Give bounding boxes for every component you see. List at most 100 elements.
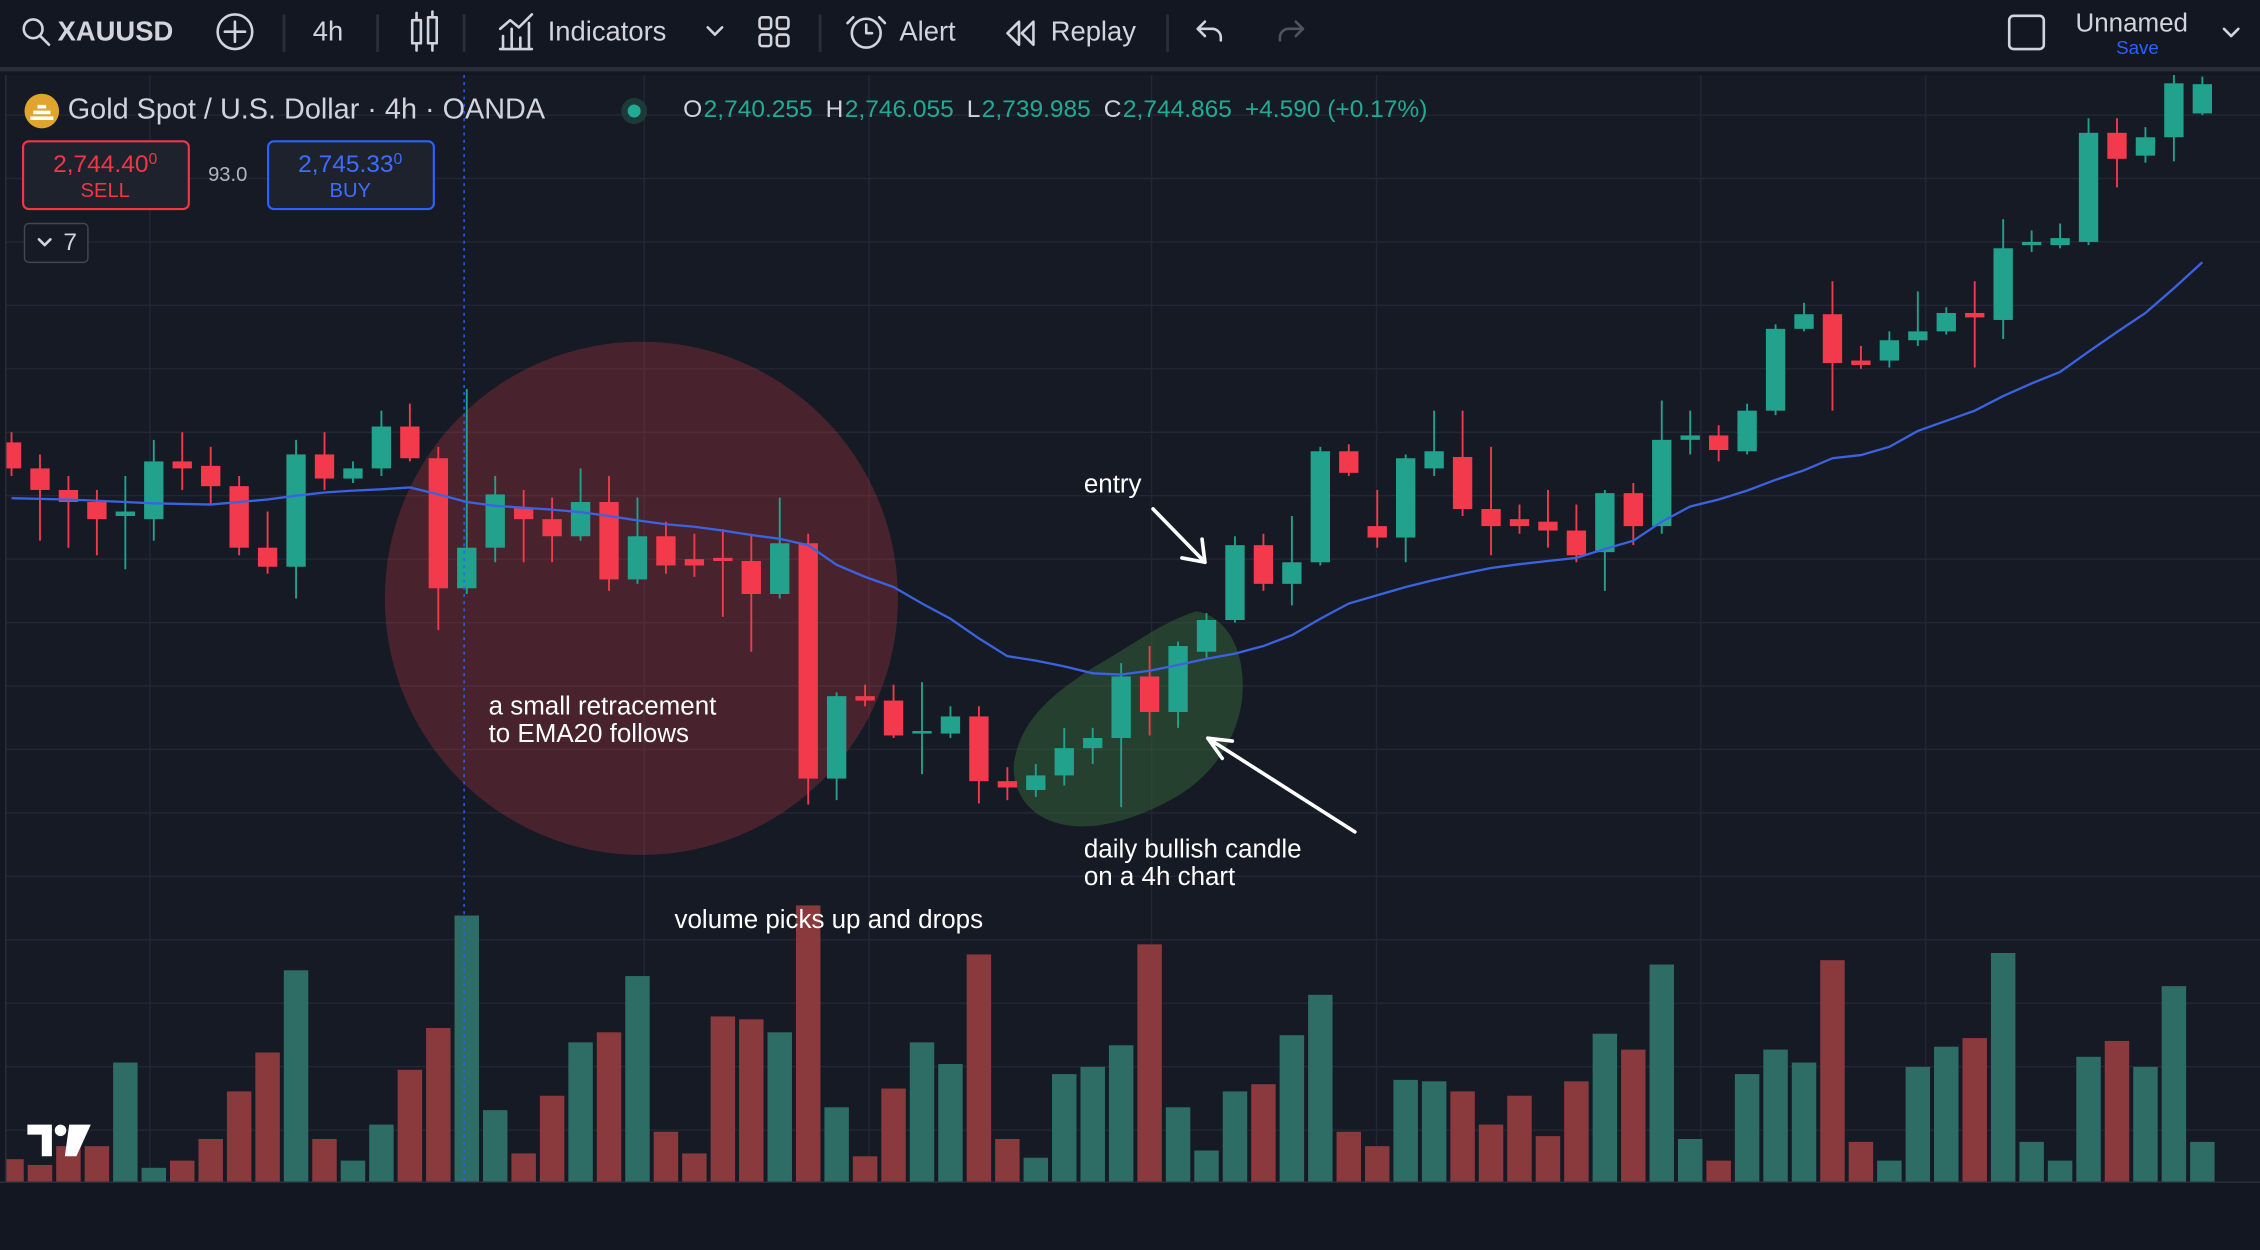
- candle-body: [1652, 439, 1672, 527]
- logo-part: [27, 1124, 52, 1157]
- volume-bar: [1564, 1081, 1589, 1183]
- candle-body: [826, 696, 847, 779]
- candle-body: [1225, 545, 1245, 621]
- candle-body: [855, 696, 875, 701]
- volume-bar: [1535, 1136, 1561, 1183]
- candle-body: [1879, 340, 1900, 361]
- toolbar: XAUUSD 4h Indicators Aler: [0, 0, 2260, 72]
- volume-bar: [1791, 1062, 1817, 1183]
- volume-bar: [482, 1110, 508, 1183]
- candle-body: [1765, 328, 1786, 411]
- ohlc-values: O2,740.255 H2,746.055 L2,739.985 C2,744.865…: [683, 96, 1427, 123]
- volume-bar: [226, 1091, 252, 1183]
- sell-button[interactable]: 2,744.400 SELL: [21, 140, 190, 211]
- bullish-arrow: [1206, 736, 1357, 834]
- volume-bar: [539, 1095, 565, 1183]
- candle-body: [656, 536, 676, 566]
- symbol-search[interactable]: XAUUSD: [22, 15, 173, 46]
- interval-button[interactable]: 4h: [313, 15, 343, 46]
- annotation-bullish: on a 4h chart: [1084, 863, 1236, 891]
- alert-icon: [846, 16, 887, 35]
- volume-bar: [682, 1153, 707, 1183]
- volume-pane: [5, 905, 2215, 1183]
- candle-body: [1509, 519, 1530, 527]
- candle-body: [2050, 238, 2070, 246]
- candle-body: [1196, 620, 1217, 652]
- volume-bar: [2019, 1141, 2044, 1183]
- candle-body: [2135, 137, 2156, 156]
- volume-bar: [1848, 1141, 1874, 1183]
- candle-body: [741, 561, 761, 595]
- volume-bar: [312, 1138, 337, 1183]
- ohlc-value: 2,744.865: [1123, 96, 1232, 123]
- candle-body: [314, 454, 335, 479]
- volume-bar: [767, 1032, 792, 1183]
- candle-body: [940, 716, 961, 734]
- volume-bar: [739, 1019, 764, 1183]
- indicators-toggle[interactable]: 7: [23, 222, 89, 264]
- volume-bar: [710, 1016, 736, 1183]
- volume-bar: [170, 1160, 195, 1183]
- candle-body: [2192, 84, 2213, 114]
- ohlc-value: 2,739.985: [982, 96, 1091, 123]
- alert-button[interactable]: Alert: [846, 15, 957, 49]
- indicator-count: 7: [63, 229, 77, 256]
- layout-button[interactable]: [758, 16, 790, 48]
- search-icon: [39, 34, 51, 46]
- layout-dropdown[interactable]: [2222, 27, 2240, 38]
- candle-body: [144, 461, 164, 520]
- undo-button[interactable]: [1196, 20, 1223, 42]
- candle-body: [1851, 360, 1871, 365]
- volume-bar: [995, 1138, 1020, 1183]
- replay-button[interactable]: Replay: [1006, 15, 1136, 46]
- legend: Gold Spot / U.S. Dollar · 4h · OANDA O2,…: [21, 94, 1427, 264]
- logo: [27, 1124, 91, 1157]
- layout-toggle[interactable]: [2007, 14, 2046, 51]
- ohlc-value: 2,740.255: [704, 96, 813, 123]
- candle-body: [1339, 451, 1359, 473]
- candle-body: [798, 543, 818, 779]
- candle-body: [1965, 312, 1985, 318]
- sell-price-pip: 0: [148, 151, 157, 168]
- volume-bar: [113, 1062, 138, 1183]
- templates-dropdown[interactable]: [706, 26, 724, 36]
- layout-name[interactable]: Unnamed Save: [2076, 9, 2188, 58]
- indicators-button[interactable]: Indicators: [498, 13, 666, 51]
- volume-bar: [340, 1160, 366, 1183]
- candle-body: [1396, 458, 1416, 538]
- volume-bar: [369, 1124, 394, 1183]
- volume-bar: [1108, 1045, 1134, 1183]
- compare-button[interactable]: [216, 13, 254, 51]
- annotation-volume: volume picks up and drops: [675, 906, 984, 934]
- volume-bar: [1336, 1131, 1362, 1183]
- save-label: Save: [2116, 37, 2159, 58]
- candle-body: [684, 559, 705, 566]
- candle-body: [1908, 331, 1928, 341]
- volume-bar: [1421, 1081, 1447, 1183]
- candle-body: [1623, 493, 1643, 527]
- volume-bar: [852, 1156, 878, 1183]
- candle-body: [5, 442, 22, 469]
- symbol-icon: [30, 104, 54, 121]
- candle-body: [1282, 562, 1302, 584]
- candle-body: [1310, 451, 1331, 563]
- volume-bar: [454, 915, 479, 1183]
- candle-body: [1566, 530, 1587, 556]
- candle-body: [1822, 314, 1843, 364]
- sell-box: [21, 140, 190, 211]
- candle-body: [229, 486, 249, 548]
- volume-bar: [909, 1042, 935, 1183]
- volume-bar: [1450, 1091, 1475, 1183]
- volume-bar: [1990, 952, 2016, 1183]
- volume-bar: [1279, 1035, 1305, 1183]
- volume-bar: [397, 1069, 423, 1183]
- layout-icon: [758, 16, 773, 31]
- retracement-highlight: [384, 341, 898, 855]
- candle-body: [1111, 676, 1131, 739]
- volume-bar: [795, 905, 821, 1183]
- buy-button[interactable]: 2,745.330 BUY: [267, 140, 435, 211]
- redo-button[interactable]: [1278, 20, 1305, 42]
- chart-type-button[interactable]: [410, 10, 439, 52]
- buy-label: BUY: [330, 180, 372, 202]
